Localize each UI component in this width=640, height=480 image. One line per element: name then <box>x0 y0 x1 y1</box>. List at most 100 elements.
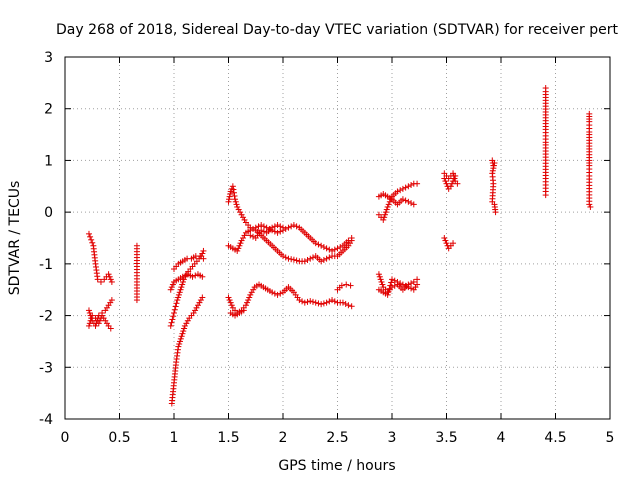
y-tick-label: -4 <box>39 412 53 428</box>
data-point <box>318 301 325 308</box>
data-point <box>402 184 409 191</box>
data-point <box>397 280 404 287</box>
data-point <box>88 315 95 322</box>
data-point <box>441 235 448 241</box>
data-point <box>247 227 254 234</box>
x-tick-label: 2.5 <box>326 430 348 446</box>
data-point <box>271 223 278 230</box>
data-point <box>414 281 421 288</box>
data-point <box>320 244 327 251</box>
data-point <box>250 233 257 240</box>
x-tick-label: 0.5 <box>108 430 130 446</box>
data-point <box>179 273 186 280</box>
data-point <box>331 298 338 305</box>
data-point <box>290 256 297 263</box>
x-tick-label: 4 <box>497 430 506 446</box>
data-point <box>402 197 409 204</box>
data-point <box>244 299 251 306</box>
data-point <box>587 203 594 210</box>
data-point <box>288 223 295 230</box>
data-point <box>170 313 177 320</box>
data-point <box>382 211 389 218</box>
data-point <box>542 192 549 199</box>
data-point <box>200 255 207 262</box>
data-point <box>93 320 100 327</box>
data-point <box>492 209 499 216</box>
data-point <box>173 300 180 307</box>
data-point <box>454 180 461 187</box>
data-point <box>247 232 254 239</box>
data-point <box>442 237 449 244</box>
data-point <box>269 289 276 296</box>
data-point <box>394 278 401 285</box>
data-point <box>293 257 300 264</box>
data-point <box>293 223 300 230</box>
data-point <box>343 281 350 288</box>
data-point <box>179 330 186 337</box>
data-point <box>389 276 395 283</box>
data-point <box>94 315 101 322</box>
data-point <box>85 230 92 237</box>
data-point <box>326 254 333 261</box>
data-point <box>451 175 458 182</box>
data-point <box>320 256 327 263</box>
data-point <box>94 317 101 324</box>
data-point <box>274 222 281 229</box>
data-point <box>381 214 388 221</box>
data-point <box>196 299 203 306</box>
data-point <box>133 297 140 304</box>
y-tick-label: -3 <box>39 360 53 376</box>
data-point <box>95 312 102 319</box>
data-point <box>399 185 406 192</box>
data-point <box>246 294 253 301</box>
data-point <box>382 209 389 216</box>
data-point <box>169 316 176 323</box>
data-point <box>408 181 415 188</box>
data-point <box>339 299 346 306</box>
data-point <box>315 300 322 307</box>
data-point <box>299 298 306 305</box>
data-point <box>443 180 450 187</box>
data-point <box>307 255 314 262</box>
data-point <box>238 237 245 244</box>
data-point <box>320 300 327 307</box>
data-point <box>106 273 113 280</box>
data-point <box>175 343 182 350</box>
data-point <box>269 224 276 231</box>
grid-lines <box>65 57 610 419</box>
data-point <box>232 196 239 203</box>
data-points <box>85 85 594 407</box>
data-point <box>414 276 421 283</box>
data-point <box>171 306 178 313</box>
data-point <box>238 211 245 218</box>
data-point <box>260 223 267 230</box>
data-point <box>391 277 398 284</box>
data-point <box>107 325 114 332</box>
data-point <box>175 291 182 298</box>
data-point <box>490 165 497 172</box>
data-point <box>181 325 188 332</box>
data-point <box>282 225 289 232</box>
data-point <box>329 247 336 254</box>
data-point <box>326 246 333 253</box>
data-point <box>377 276 384 283</box>
x-tick-label: 5 <box>606 430 615 446</box>
data-point <box>97 278 104 285</box>
data-point <box>99 309 106 316</box>
data-point <box>85 307 92 314</box>
data-point <box>172 303 179 310</box>
y-tick-labels: -4 -3 -2 -1 0 1 2 3 <box>39 50 53 428</box>
data-point <box>247 291 254 298</box>
data-point <box>232 198 239 205</box>
data-point <box>230 186 237 193</box>
data-point <box>199 294 206 301</box>
data-point <box>443 240 450 247</box>
data-point <box>200 247 207 254</box>
data-point <box>258 227 265 234</box>
data-point <box>277 228 284 235</box>
data-point <box>285 255 292 262</box>
data-point <box>334 245 341 252</box>
data-point <box>258 222 265 229</box>
data-point <box>402 282 409 289</box>
